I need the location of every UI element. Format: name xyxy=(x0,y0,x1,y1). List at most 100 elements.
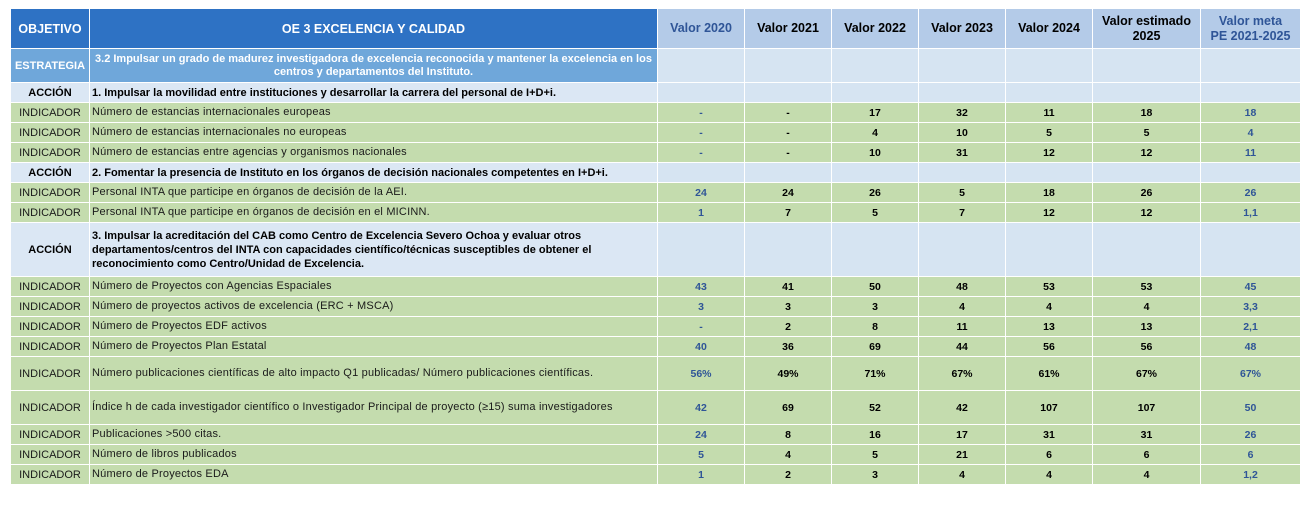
indicador-text: Número de estancias internacionales euro… xyxy=(89,102,658,123)
empty-cell xyxy=(1005,82,1093,103)
value-cell-v2024: 107 xyxy=(1005,390,1093,425)
value-cell-v2020: 1 xyxy=(657,464,745,485)
indicador-label: INDICADOR xyxy=(10,296,90,317)
value-cell-v2024: 53 xyxy=(1005,276,1093,297)
header-valor-2021: Valor 2021 xyxy=(744,8,832,49)
value-cell-v2021: 8 xyxy=(744,424,832,445)
indicador-text: Número de estancias internacionales no e… xyxy=(89,122,658,143)
value-cell-v2024: 31 xyxy=(1005,424,1093,445)
value-cell-v2020: 40 xyxy=(657,336,745,357)
header-valor-meta: Valor meta PE 2021-2025 xyxy=(1200,8,1301,49)
value-cell-v2020: - xyxy=(657,142,745,163)
empty-cell xyxy=(657,48,745,83)
indicador-row: INDICADOR Personal INTA que participe en … xyxy=(10,182,1301,203)
value-cell-v2024: 12 xyxy=(1005,142,1093,163)
indicador-row: INDICADOR Número de libros publicados 5 4 5 2… xyxy=(10,444,1301,465)
value-cell-v2024: 6 xyxy=(1005,444,1093,465)
value-cell-v2024: 12 xyxy=(1005,202,1093,223)
empty-cell xyxy=(918,82,1006,103)
value-cell-v2023: 7 xyxy=(918,202,1006,223)
value-cell-v2022: 16 xyxy=(831,424,919,445)
value-cell-v2025: 4 xyxy=(1092,296,1201,317)
value-cell-v2025: 12 xyxy=(1092,142,1201,163)
indicador-row: INDICADOR Número de Proyectos Plan Estata… xyxy=(10,336,1301,357)
value-cell-v2025: 53 xyxy=(1092,276,1201,297)
empty-cell xyxy=(744,162,832,183)
value-cell-v2025: 107 xyxy=(1092,390,1201,425)
value-cell-v2022: 8 xyxy=(831,316,919,337)
value-cell-v2022: 50 xyxy=(831,276,919,297)
value-cell-v2023: 17 xyxy=(918,424,1006,445)
value-cell-v2025: 5 xyxy=(1092,122,1201,143)
value-cell-v2023: 32 xyxy=(918,102,1006,123)
value-cell-v2025: 4 xyxy=(1092,464,1201,485)
value-cell-v2025: 12 xyxy=(1092,202,1201,223)
empty-cell xyxy=(657,162,745,183)
empty-cell xyxy=(1200,82,1301,103)
empty-cell xyxy=(744,222,832,277)
value-cell-v2020: 1 xyxy=(657,202,745,223)
indicador-label: INDICADOR xyxy=(10,276,90,297)
value-cell-v2022: 4 xyxy=(831,122,919,143)
value-cell-v2024: 13 xyxy=(1005,316,1093,337)
empty-cell xyxy=(918,162,1006,183)
indicador-row: INDICADOR Personal INTA que participe en … xyxy=(10,202,1301,223)
header-valor-estimado-2025: Valor estimado 2025 xyxy=(1092,8,1201,49)
value-cell-v2023: 4 xyxy=(918,296,1006,317)
empty-cell xyxy=(831,162,919,183)
indicador-label: INDICADOR xyxy=(10,444,90,465)
value-cell-v2024: 11 xyxy=(1005,102,1093,123)
empty-cell xyxy=(918,222,1006,277)
indicador-row: INDICADOR Índice h de cada investigador c… xyxy=(10,390,1301,425)
value-cell-v2023: 44 xyxy=(918,336,1006,357)
header-valor-2020: Valor 2020 xyxy=(657,8,745,49)
value-cell-v2020: 42 xyxy=(657,390,745,425)
value-cell-meta: 67% xyxy=(1200,356,1301,391)
value-cell-v2021: - xyxy=(744,102,832,123)
empty-cell xyxy=(744,82,832,103)
empty-cell xyxy=(831,48,919,83)
value-cell-v2023: 31 xyxy=(918,142,1006,163)
value-cell-v2021: 36 xyxy=(744,336,832,357)
header-valor-meta-l1: Valor meta xyxy=(1218,13,1283,28)
indicador-text: Personal INTA que participe en órganos d… xyxy=(89,202,658,223)
indicador-label: INDICADOR xyxy=(10,390,90,425)
empty-cell xyxy=(1092,48,1201,83)
value-cell-v2023: 67% xyxy=(918,356,1006,391)
value-cell-v2024: 4 xyxy=(1005,464,1093,485)
value-cell-meta: 3,3 xyxy=(1200,296,1301,317)
value-cell-v2025: 13 xyxy=(1092,316,1201,337)
value-cell-v2022: 69 xyxy=(831,336,919,357)
value-cell-meta: 26 xyxy=(1200,424,1301,445)
indicador-label: INDICADOR xyxy=(10,336,90,357)
empty-cell xyxy=(918,48,1006,83)
value-cell-v2025: 67% xyxy=(1092,356,1201,391)
value-cell-v2020: 5 xyxy=(657,444,745,465)
value-cell-v2025: 31 xyxy=(1092,424,1201,445)
header-row: OBJETIVO OE 3 EXCELENCIA Y CALIDAD Valor… xyxy=(10,8,1301,49)
accion-label: ACCIÓN xyxy=(10,82,90,103)
value-cell-v2022: 3 xyxy=(831,464,919,485)
value-cell-v2021: 69 xyxy=(744,390,832,425)
empty-cell xyxy=(1092,222,1201,277)
accion-text: 3. Impulsar la acreditación del CAB como… xyxy=(89,222,658,277)
value-cell-v2021: 7 xyxy=(744,202,832,223)
accion-row: ACCIÓN 1. Impulsar la movilidad entre ins… xyxy=(10,82,1301,103)
indicador-label: INDICADOR xyxy=(10,464,90,485)
indicador-label: INDICADOR xyxy=(10,102,90,123)
value-cell-v2022: 52 xyxy=(831,390,919,425)
value-cell-v2020: 43 xyxy=(657,276,745,297)
value-cell-v2023: 11 xyxy=(918,316,1006,337)
indicador-text: Número de estancias entre agencias y org… xyxy=(89,142,658,163)
value-cell-v2020: 3 xyxy=(657,296,745,317)
value-cell-v2022: 10 xyxy=(831,142,919,163)
header-valor-2022: Valor 2022 xyxy=(831,8,919,49)
indicador-text: Número de libros publicados xyxy=(89,444,658,465)
header-valor-2024: Valor 2024 xyxy=(1005,8,1093,49)
accion-row: ACCIÓN 3. Impulsar la acreditación del CA… xyxy=(10,222,1301,277)
value-cell-v2022: 3 xyxy=(831,296,919,317)
indicador-text: Número publicaciones científicas de alto… xyxy=(89,356,658,391)
value-cell-meta: 11 xyxy=(1200,142,1301,163)
empty-cell xyxy=(657,222,745,277)
header-objetivo: OBJETIVO xyxy=(10,8,90,49)
